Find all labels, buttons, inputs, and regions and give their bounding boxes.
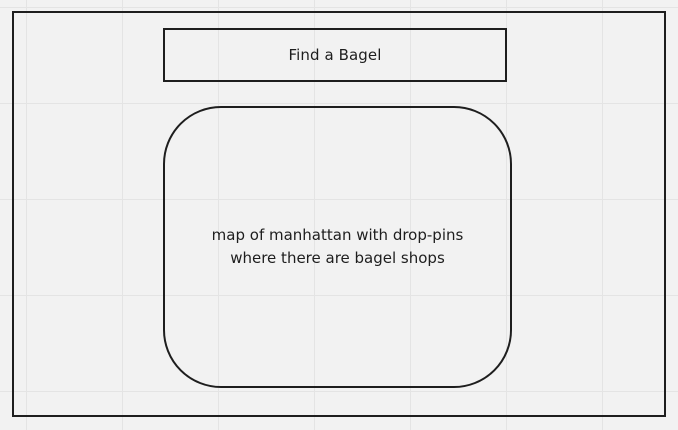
map-placeholder[interactable]: map of manhattan with drop-pins where th… xyxy=(163,106,512,388)
wireframe-frame xyxy=(12,11,666,417)
map-placeholder-line-2: where there are bagel shops xyxy=(230,249,445,267)
map-placeholder-line-1: map of manhattan with drop-pins xyxy=(211,226,464,244)
find-a-bagel-button[interactable]: Find a Bagel xyxy=(163,28,507,82)
map-placeholder-text: map of manhattan with drop-pins where th… xyxy=(178,224,498,270)
